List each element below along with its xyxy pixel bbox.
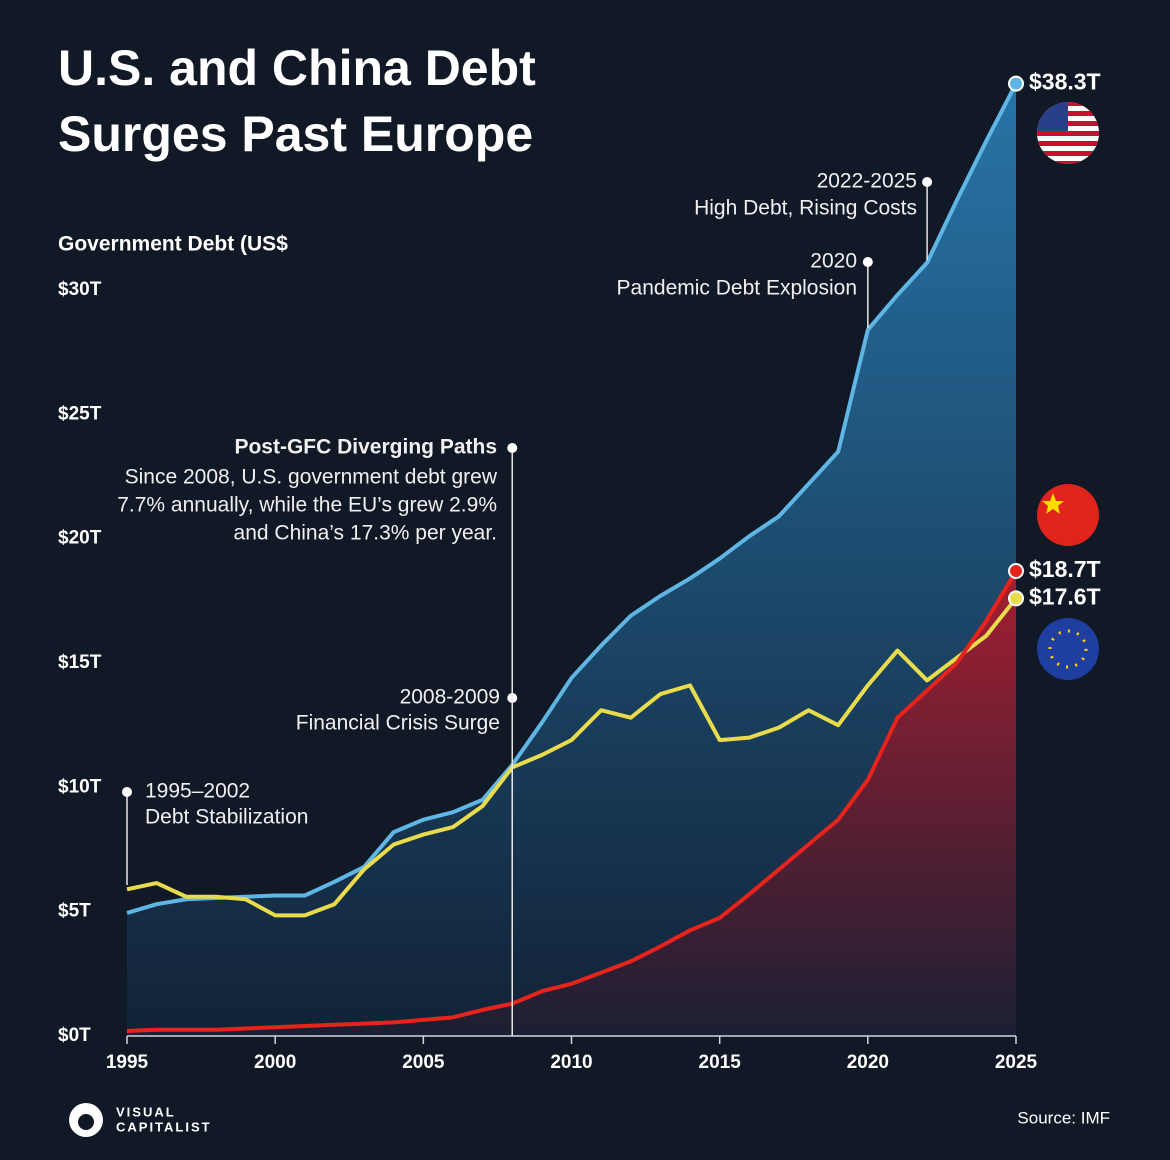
annotation-dot: [922, 177, 933, 187]
area: [127, 83, 1016, 1036]
end-label: $18.7T: [1029, 556, 1101, 582]
logo-text: CAPITALIST: [116, 1119, 212, 1134]
plot: $0T $5T $10T $15T $20T $25T $30T 1995 2000 2005 20…: [58, 69, 1101, 1073]
line: [126, 569, 1018, 1034]
annotation-text: 7.7% annually, while the EU’s grew 2.9%: [117, 494, 497, 517]
x-tick-label: 2020: [847, 1052, 889, 1073]
y-tick-label: $25T: [58, 403, 102, 424]
y-tick-label: $10T: [58, 776, 102, 797]
annotation-text: Debt Stabilization: [145, 806, 308, 829]
x-tick-label: 2000: [254, 1052, 296, 1073]
annotation-text: Financial Crisis Surge: [296, 712, 500, 735]
y-tick-label: $20T: [58, 528, 102, 549]
x-tick-label: 1995: [106, 1052, 149, 1073]
annotation-title: 2008-2009: [400, 686, 500, 709]
china-flag: [1037, 484, 1099, 546]
y-tick-label: $5T: [58, 901, 91, 922]
end-label: $38.3T: [1029, 69, 1101, 95]
logo-text: VISUAL: [116, 1104, 176, 1119]
x-tick-label: 2025: [995, 1052, 1038, 1073]
chart-title: Surges Past Europe: [58, 106, 533, 162]
annotation-title: 2022-2025: [817, 170, 917, 193]
y-tick-label: $0T: [58, 1025, 91, 1046]
y-tick-label: $30T: [58, 279, 102, 300]
x-tick-label: 2005: [402, 1052, 445, 1073]
logo: VISUAL CAPITALIST: [69, 1103, 212, 1137]
annotation-dot: [507, 443, 518, 453]
end-dot: [1008, 75, 1024, 92]
end-dot: [1008, 562, 1024, 579]
us-flag: [1037, 102, 1099, 164]
annotation-text: High Debt, Rising Costs: [694, 197, 917, 220]
end-dot: [1008, 590, 1024, 607]
chart-title: U.S. and China Debt: [58, 40, 536, 96]
line: [126, 597, 1018, 918]
annotation-text: and China’s 17.3% per year.: [234, 522, 497, 545]
annotation-dot: [862, 257, 873, 267]
area: [127, 570, 1016, 1036]
y-tick-label: $15T: [58, 652, 102, 673]
annotation-title: 1995–2002: [145, 780, 250, 803]
annotation-text: Since 2008, U.S. government debt grew: [125, 466, 498, 489]
x-tick-label: 2010: [550, 1052, 592, 1073]
source: Source: IMF: [1017, 1108, 1110, 1127]
annotation-dot: [122, 787, 132, 797]
annotation-text: Pandemic Debt Explosion: [617, 277, 857, 300]
annotation-title: Post-GFC Diverging Paths: [234, 436, 497, 459]
x-tick-label: 2015: [699, 1052, 742, 1073]
end-label: $17.6T: [1029, 583, 1101, 609]
y-axis-title: Government Debt (US$: [58, 233, 288, 256]
eu-flag: [1037, 618, 1099, 680]
line: [126, 82, 1018, 915]
annotation-title: 2020: [810, 250, 857, 273]
